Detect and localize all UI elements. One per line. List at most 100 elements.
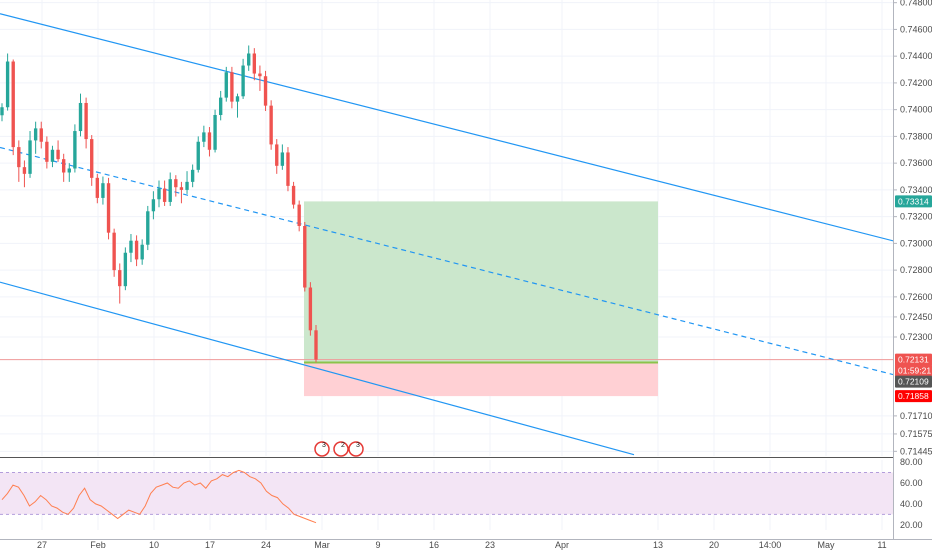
- price-axis-bg: [893, 0, 932, 550]
- candle-body: [101, 183, 105, 198]
- price-tick-label: 0.74600: [900, 24, 932, 34]
- candle-body: [162, 188, 167, 202]
- price-axis[interactable]: 0.74800 0.74600 0.74400 0.74200 0.74000 0.738…: [893, 0, 932, 550]
- candle-body: [308, 287, 313, 331]
- event-markers[interactable]: 3 2 3: [314, 441, 364, 457]
- candle-body: [168, 179, 172, 202]
- candle-body: [11, 61, 15, 148]
- candle-body: [17, 147, 21, 168]
- current-price-tag: 0.72131: [898, 355, 929, 365]
- event-marker: [333, 441, 349, 457]
- candle-body: [73, 131, 77, 169]
- candle-body: [258, 73, 262, 77]
- current-price-tag-bg: [895, 353, 932, 366]
- time-tick-label: May: [817, 540, 835, 550]
- candle-body: [90, 139, 94, 178]
- rsi-band: [0, 472, 893, 515]
- entry-price-tag-bg: [895, 375, 932, 388]
- time-tick-label: 24: [261, 540, 271, 550]
- candle-body: [235, 96, 240, 102]
- candle-body: [134, 240, 139, 260]
- candle-body: [314, 330, 318, 360]
- bar-countdown-tag-bg: [895, 364, 932, 377]
- candle-body: [33, 128, 38, 141]
- entry-price-tag: 0.72109: [898, 377, 929, 387]
- candle-body: [5, 61, 10, 108]
- candle-body: [269, 105, 273, 145]
- time-tick-label: 13: [653, 540, 663, 550]
- rsi-tick-label: 60.00: [900, 478, 923, 488]
- candle-body: [151, 199, 156, 212]
- candlestick-series: [0, 45, 318, 363]
- price-tick-label: 0.71445: [900, 446, 932, 456]
- price-tick-label: 0.74400: [900, 51, 932, 61]
- rsi-indicator-pane: [0, 469, 893, 524]
- candle-body: [118, 270, 122, 287]
- price-tick-label: 0.74000: [900, 105, 932, 115]
- target-price-tag-bg: [895, 195, 932, 208]
- price-tick-label: 0.72300: [900, 332, 932, 342]
- event-count: 3: [322, 442, 326, 449]
- candle-body: [196, 141, 200, 170]
- price-tick-label: 0.73200: [900, 212, 932, 222]
- time-axis[interactable]: 27 Feb 10 17 24 Mar 9 16 23 Apr 13 20 14:00 May 11: [0, 539, 932, 550]
- candle-body: [78, 102, 83, 132]
- candle-body: [67, 168, 71, 173]
- time-tick-label: 20: [709, 540, 719, 550]
- candle-body: [207, 132, 212, 150]
- candle-body: [174, 179, 178, 188]
- event-count: 2: [341, 442, 345, 449]
- candle-body: [0, 107, 4, 116]
- candle-body: [50, 149, 55, 162]
- candle-body: [241, 65, 245, 97]
- candle-body: [263, 76, 268, 106]
- rsi-line: [1, 469, 317, 524]
- candle-body: [45, 141, 49, 162]
- candle-body: [28, 140, 32, 174]
- candle-body: [61, 159, 66, 173]
- price-tick-label: 0.71710: [900, 411, 932, 421]
- bar-countdown-tag: 01:59:21: [898, 366, 931, 376]
- time-tick-label: 23: [485, 540, 495, 550]
- time-tick-label: 11: [877, 540, 886, 550]
- candle-body: [95, 177, 100, 198]
- time-tick-label: 17: [205, 540, 215, 550]
- candle-body: [230, 72, 234, 102]
- time-tick-label: 9: [375, 540, 380, 550]
- event-marker: [348, 441, 364, 457]
- rsi-tick-label: 20.00: [900, 520, 923, 530]
- channel-lower-line: [0, 281, 635, 456]
- candle-body: [218, 97, 223, 116]
- candle-body: [190, 169, 195, 182]
- candle-body: [297, 204, 301, 226]
- time-tick-label: Apr: [555, 540, 569, 550]
- time-tick-label: 16: [429, 540, 439, 550]
- parallel-channel[interactable]: [0, 13, 894, 456]
- price-tick-label: 0.73600: [900, 158, 932, 168]
- candle-body: [123, 252, 128, 287]
- stop-price-tag: 0.71858: [898, 391, 929, 401]
- price-tick-label: 0.72600: [900, 292, 932, 302]
- channel-upper-line: [0, 13, 894, 242]
- time-tick-label: Feb: [90, 540, 106, 550]
- candle-body: [280, 152, 285, 166]
- stop-price-tag-bg: [895, 390, 932, 403]
- candle-body: [179, 187, 184, 190]
- target-price-tag: 0.73314: [898, 196, 929, 206]
- candle-body: [275, 144, 279, 166]
- candle-body: [140, 244, 144, 260]
- time-tick-label: 27: [37, 540, 47, 550]
- candle-body: [112, 232, 116, 271]
- candle-body: [22, 167, 27, 174]
- price-tick-label: 0.74200: [900, 78, 932, 88]
- candle-body: [185, 181, 189, 190]
- candle-body: [303, 225, 307, 288]
- profit-zone: [304, 201, 658, 363]
- candle-body: [106, 183, 111, 233]
- candle-body: [39, 128, 43, 142]
- rsi-tick-label: 80.00: [900, 457, 923, 467]
- long-position-tool[interactable]: [0, 201, 893, 397]
- event-count: 3: [356, 442, 360, 449]
- price-tick-label: 0.73000: [900, 238, 932, 248]
